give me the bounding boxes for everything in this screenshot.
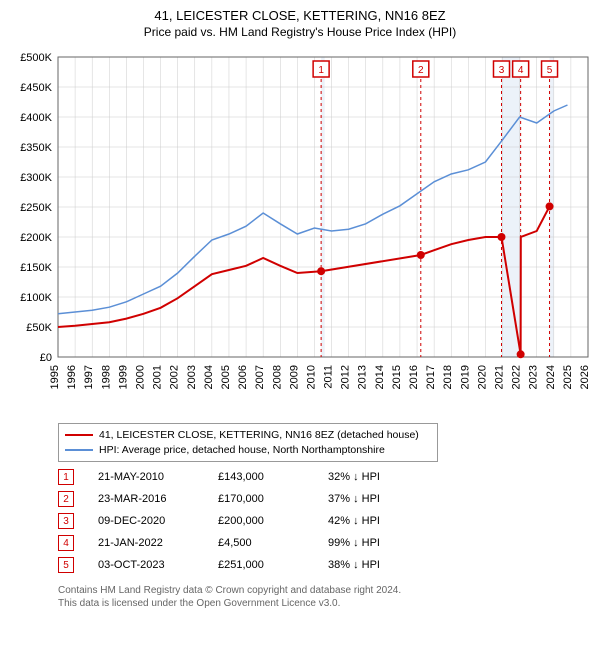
footer-line: This data is licensed under the Open Gov… xyxy=(58,597,590,610)
svg-text:3: 3 xyxy=(499,65,505,76)
svg-text:£250K: £250K xyxy=(20,202,52,214)
svg-text:2024: 2024 xyxy=(545,365,557,389)
transactions-table: 1 21-MAY-2010£143,00032% ↓ HPI 2 23-MAR-201… xyxy=(58,466,498,576)
svg-text:2026: 2026 xyxy=(579,365,591,389)
row-date: 21-MAY-2010 xyxy=(98,471,218,483)
svg-text:2005: 2005 xyxy=(220,365,232,389)
row-price: £251,000 xyxy=(218,559,328,571)
footer-line: Contains HM Land Registry data © Crown c… xyxy=(58,584,590,597)
row-date: 09-DEC-2020 xyxy=(98,515,218,527)
svg-text:£400K: £400K xyxy=(20,112,52,124)
svg-text:£450K: £450K xyxy=(20,82,52,94)
legend: 41, LEICESTER CLOSE, KETTERING, NN16 8EZ… xyxy=(58,423,438,462)
chart-title: 41, LEICESTER CLOSE, KETTERING, NN16 8EZ xyxy=(10,8,590,23)
row-date: 23-MAR-2016 xyxy=(98,493,218,505)
svg-text:2020: 2020 xyxy=(476,365,488,389)
svg-text:1998: 1998 xyxy=(100,365,112,389)
table-row: 1 21-MAY-2010£143,00032% ↓ HPI xyxy=(58,466,498,488)
row-badge: 1 xyxy=(58,469,74,485)
svg-text:2011: 2011 xyxy=(323,365,335,389)
svg-text:2025: 2025 xyxy=(562,365,574,389)
row-price: £170,000 xyxy=(218,493,328,505)
svg-text:2015: 2015 xyxy=(391,365,403,389)
svg-text:2013: 2013 xyxy=(357,365,369,389)
svg-text:2016: 2016 xyxy=(408,365,420,389)
svg-text:£300K: £300K xyxy=(20,172,52,184)
svg-text:2007: 2007 xyxy=(254,365,266,389)
svg-text:2018: 2018 xyxy=(442,365,454,389)
svg-text:2021: 2021 xyxy=(494,365,506,389)
chart-subtitle: Price paid vs. HM Land Registry's House … xyxy=(10,25,590,39)
row-pct: 99% ↓ HPI xyxy=(328,537,438,549)
svg-text:2009: 2009 xyxy=(288,365,300,389)
svg-text:2006: 2006 xyxy=(237,365,249,389)
row-price: £200,000 xyxy=(218,515,328,527)
svg-text:4: 4 xyxy=(518,65,524,76)
legend-swatch xyxy=(65,449,93,451)
svg-text:£500K: £500K xyxy=(20,52,52,64)
svg-text:£150K: £150K xyxy=(20,262,52,274)
row-badge: 2 xyxy=(58,491,74,507)
row-badge: 5 xyxy=(58,557,74,573)
row-pct: 38% ↓ HPI xyxy=(328,559,438,571)
svg-text:5: 5 xyxy=(547,65,553,76)
svg-text:2019: 2019 xyxy=(459,365,471,389)
row-date: 21-JAN-2022 xyxy=(98,537,218,549)
row-price: £143,000 xyxy=(218,471,328,483)
row-badge: 3 xyxy=(58,513,74,529)
legend-label: HPI: Average price, detached house, Nort… xyxy=(99,443,385,458)
svg-text:2000: 2000 xyxy=(134,365,146,389)
svg-text:2008: 2008 xyxy=(271,365,283,389)
svg-text:2003: 2003 xyxy=(186,365,198,389)
row-pct: 32% ↓ HPI xyxy=(328,471,438,483)
legend-item: 41, LEICESTER CLOSE, KETTERING, NN16 8EZ… xyxy=(65,428,431,443)
svg-text:1: 1 xyxy=(318,65,324,76)
svg-text:2023: 2023 xyxy=(528,365,540,389)
row-pct: 42% ↓ HPI xyxy=(328,515,438,527)
legend-item: HPI: Average price, detached house, Nort… xyxy=(65,443,431,458)
row-price: £4,500 xyxy=(218,537,328,549)
svg-text:1997: 1997 xyxy=(83,365,95,389)
svg-text:2012: 2012 xyxy=(340,365,352,389)
table-row: 4 21-JAN-2022£4,50099% ↓ HPI xyxy=(58,532,498,554)
svg-text:2001: 2001 xyxy=(152,365,164,389)
table-row: 3 09-DEC-2020£200,00042% ↓ HPI xyxy=(58,510,498,532)
svg-text:2: 2 xyxy=(418,65,424,76)
svg-text:£50K: £50K xyxy=(26,322,52,334)
svg-text:2002: 2002 xyxy=(169,365,181,389)
footer: Contains HM Land Registry data © Crown c… xyxy=(58,584,590,610)
svg-text:£100K: £100K xyxy=(20,292,52,304)
table-row: 5 03-OCT-2023£251,00038% ↓ HPI xyxy=(58,554,498,576)
svg-text:2017: 2017 xyxy=(425,365,437,389)
row-badge: 4 xyxy=(58,535,74,551)
svg-text:£200K: £200K xyxy=(20,232,52,244)
svg-text:2014: 2014 xyxy=(374,365,386,389)
svg-text:1995: 1995 xyxy=(49,365,61,389)
svg-text:2022: 2022 xyxy=(511,365,523,389)
legend-label: 41, LEICESTER CLOSE, KETTERING, NN16 8EZ… xyxy=(99,428,419,443)
row-pct: 37% ↓ HPI xyxy=(328,493,438,505)
legend-swatch xyxy=(65,434,93,436)
row-date: 03-OCT-2023 xyxy=(98,559,218,571)
svg-text:2004: 2004 xyxy=(203,365,215,389)
svg-text:£350K: £350K xyxy=(20,142,52,154)
table-row: 2 23-MAR-2016£170,00037% ↓ HPI xyxy=(58,488,498,510)
svg-text:1999: 1999 xyxy=(117,365,129,389)
svg-text:2010: 2010 xyxy=(305,365,317,389)
chart-svg: £0 £50K £100K £150K £200K £250K £300K £350K £400… xyxy=(10,47,600,417)
svg-text:£0: £0 xyxy=(40,352,52,364)
svg-text:1996: 1996 xyxy=(66,365,78,389)
chart-area: £0 £50K £100K £150K £200K £250K £300K £350K £400… xyxy=(10,47,590,417)
